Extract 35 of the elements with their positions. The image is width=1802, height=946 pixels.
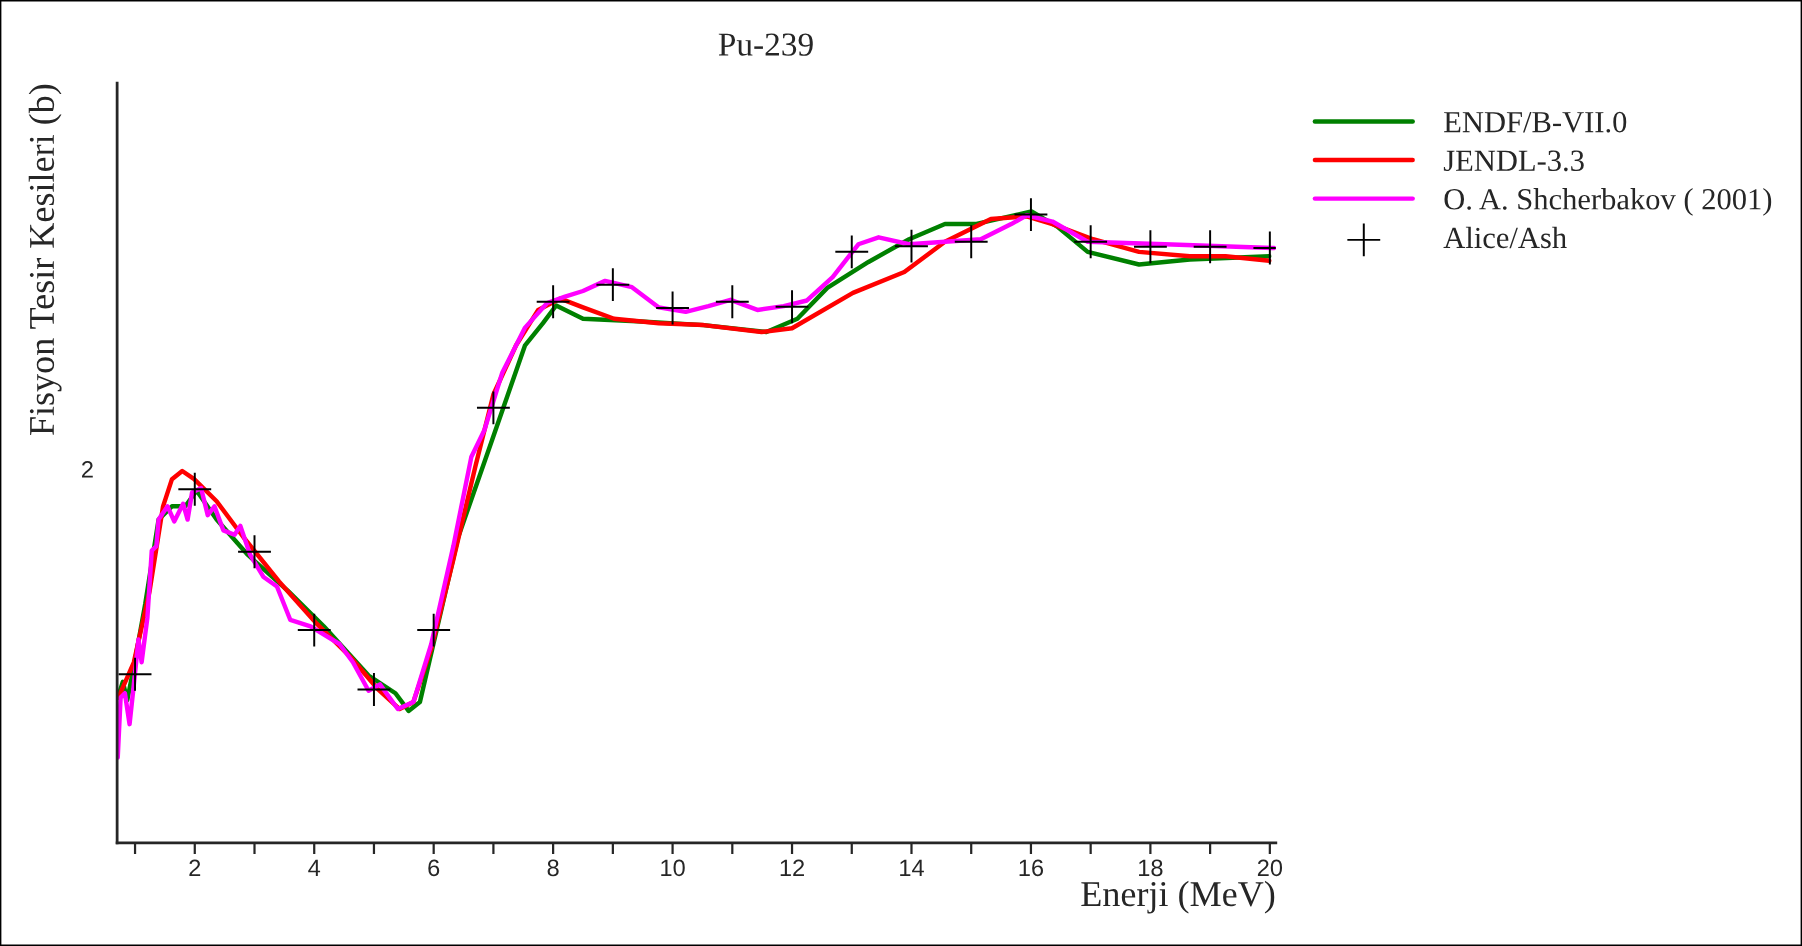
point — [1193, 230, 1227, 264]
point — [835, 235, 869, 269]
point — [297, 613, 331, 647]
legend-label: Alice/Ash — [1443, 226, 1567, 249]
chart-title: Pu-239 — [718, 33, 813, 56]
point — [118, 657, 152, 691]
point — [536, 285, 570, 319]
x-tick-label: 18 — [1139, 859, 1163, 877]
x-tick-label: 6 — [428, 859, 440, 877]
point — [656, 291, 690, 325]
point — [1133, 230, 1167, 264]
point — [1074, 225, 1108, 259]
x-tick-label: 10 — [661, 859, 685, 877]
point — [476, 391, 510, 425]
point — [417, 613, 451, 647]
x-tick-label: 2 — [189, 859, 201, 876]
x-tick-label: 20 — [1257, 859, 1283, 877]
legend-label: O. A. Shcherbakov ( 2001) — [1444, 188, 1772, 216]
point — [1014, 198, 1048, 232]
legend-label: JENDL-3.3 — [1443, 150, 1584, 172]
y-axis-title: Fisyon Tesir Kesileri (b) — [28, 84, 62, 436]
legend-label: ENDF/B-VII.0 — [1444, 111, 1627, 133]
text: 2 — [82, 461, 93, 478]
point — [596, 268, 630, 302]
x-axis-title: Enerji (MeV) — [1081, 880, 1275, 914]
x-tick-label: 4 — [308, 859, 321, 876]
point — [954, 225, 988, 259]
point — [775, 290, 809, 324]
x-tick-label: 16 — [1019, 859, 1044, 877]
x-tick-label: 14 — [900, 859, 924, 876]
point — [178, 472, 212, 506]
point — [357, 673, 391, 706]
point — [715, 285, 749, 319]
x-tick-label: 12 — [780, 859, 804, 876]
x-tick-label: 8 — [547, 859, 559, 877]
